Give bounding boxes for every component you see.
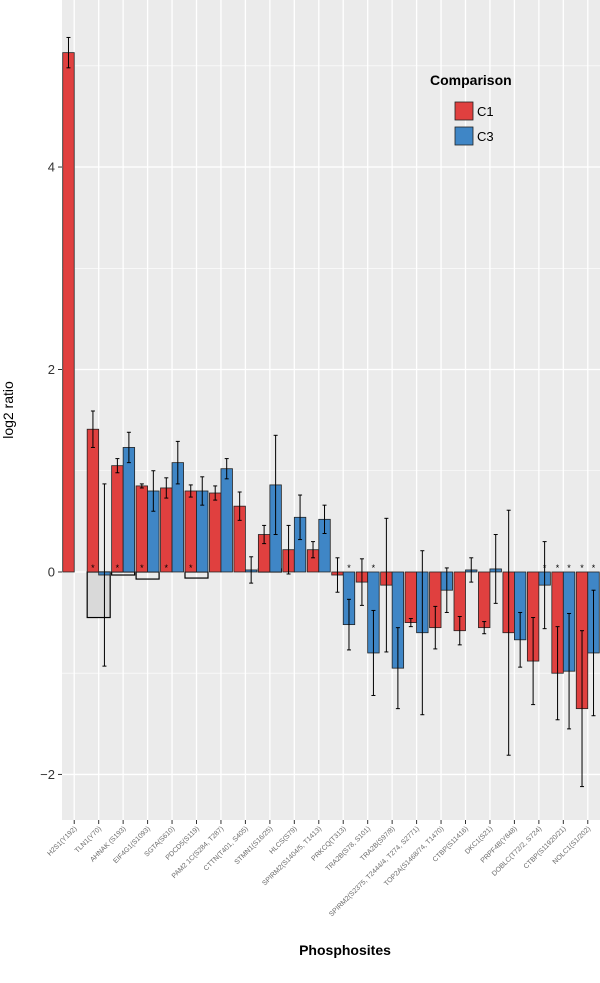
- significance-star: *: [592, 563, 596, 573]
- x-tick-label: CTTN(T401, S405): [203, 825, 250, 872]
- legend-key-c1: [454, 101, 474, 121]
- legend-label-c1: C1: [477, 104, 494, 119]
- legend: Comparison C1 C3: [430, 72, 512, 146]
- x-tick-label: SPIRM2(S2375, T2444/4, T274, S2771): [328, 825, 421, 918]
- y-axis-ticks: −2 0 2 4: [40, 160, 62, 782]
- x-axis-ticks: H2S1(Y192)TLN1(Y70)AHNAK (S193)EIF4G1(S1…: [46, 820, 592, 918]
- unshaded-bar: [86, 571, 111, 619]
- bar-c1: [184, 490, 197, 573]
- plot-panel: [62, 0, 600, 820]
- y-tick-label: 0: [48, 564, 55, 579]
- significance-markers: * * * * * * * * * * * *: [91, 563, 596, 573]
- x-tick-label: TRA2B(S78, S101): [325, 825, 372, 872]
- significance-star: *: [189, 563, 193, 573]
- significance-star: *: [567, 563, 571, 573]
- bar-c1: [135, 485, 148, 573]
- significance-star: *: [91, 563, 95, 573]
- significance-star: *: [372, 563, 376, 573]
- y-axis-title: log2 ratio: [0, 381, 16, 439]
- significance-star: *: [580, 563, 584, 573]
- y-tick-label: 4: [48, 160, 55, 175]
- y-tick-label: 2: [48, 362, 55, 377]
- bar-c1: [209, 492, 222, 573]
- bar-c3: [122, 447, 136, 573]
- legend-title: Comparison: [430, 72, 512, 88]
- significance-star: *: [140, 563, 144, 573]
- y-tick-label: −2: [40, 767, 55, 782]
- bar-c1: [404, 571, 417, 623]
- significance-star: *: [347, 563, 351, 573]
- x-tick-label: CTBP(S11920/21): [523, 825, 568, 870]
- x-tick-label: H2S1(Y192): [46, 825, 78, 857]
- legend-key-c3: [454, 126, 474, 146]
- significance-star: *: [556, 563, 560, 573]
- bar-c1: [111, 465, 124, 573]
- bar-c3: [220, 468, 233, 573]
- x-axis-title: Phosphosites: [299, 942, 391, 958]
- bar-c1: [86, 428, 100, 573]
- error-bars: [66, 36, 596, 788]
- significance-star: *: [543, 563, 547, 573]
- significance-star: *: [116, 563, 120, 573]
- significance-star: *: [165, 563, 169, 573]
- bar-c1: [160, 487, 173, 573]
- legend-label-c3: C3: [477, 129, 494, 144]
- bar-c1: [478, 571, 491, 629]
- bar-c1: [62, 52, 75, 573]
